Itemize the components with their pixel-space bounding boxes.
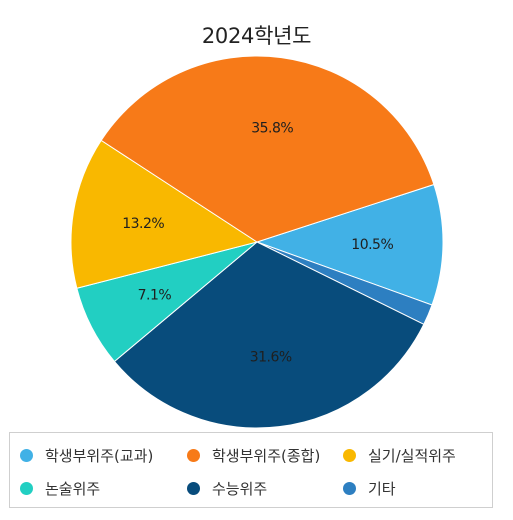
- legend-swatch-icon: [20, 481, 33, 495]
- legend-item-교과[interactable]: 학생부위주(교과): [20, 445, 153, 465]
- slice-data-label: 31.6%: [250, 350, 292, 366]
- slice-data-label: 10.5%: [351, 237, 393, 253]
- pie-slice-2[interactable]: [113, 241, 425, 429]
- legend-swatch-icon: [343, 481, 356, 495]
- legend-swatch-icon: [187, 481, 200, 495]
- pie-slice-0[interactable]: [255, 183, 444, 306]
- slice-data-label: 7.1%: [138, 288, 172, 304]
- legend-swatch-icon: [20, 448, 33, 462]
- legend-label: 기타: [368, 479, 396, 498]
- slice-data-label: 35.8%: [251, 121, 293, 137]
- legend-label: 실기/실적위주: [368, 446, 456, 465]
- legend-swatch-icon: [343, 448, 356, 462]
- legend-item-논술[interactable]: 논술위주: [20, 478, 100, 498]
- chart-legend: 학생부위주(교과) 학생부위주(종합) 실기/실적위주 논술위주 수능위주 기타: [9, 432, 493, 508]
- pie-slice-5[interactable]: [100, 55, 435, 243]
- legend-label: 학생부위주(종합): [212, 446, 321, 465]
- pie-slice-4[interactable]: [70, 139, 259, 289]
- legend-label: 논술위주: [45, 479, 101, 498]
- slice-data-label: 13.2%: [122, 216, 164, 232]
- legend-label: 학생부위주(교과): [45, 446, 154, 465]
- chart-title: 2024학년도: [201, 24, 312, 48]
- legend-item-실기실적[interactable]: 실기/실적위주: [343, 445, 456, 465]
- legend-label: 수능위주: [212, 479, 268, 498]
- legend-item-기타[interactable]: 기타: [343, 478, 396, 498]
- legend-swatch-icon: [187, 448, 200, 462]
- legend-item-수능[interactable]: 수능위주: [187, 478, 267, 498]
- pie-chart: 10.5% 31.6% 7.1% 13.2% 35.8%: [70, 55, 444, 429]
- legend-item-종합[interactable]: 학생부위주(종합): [187, 445, 320, 465]
